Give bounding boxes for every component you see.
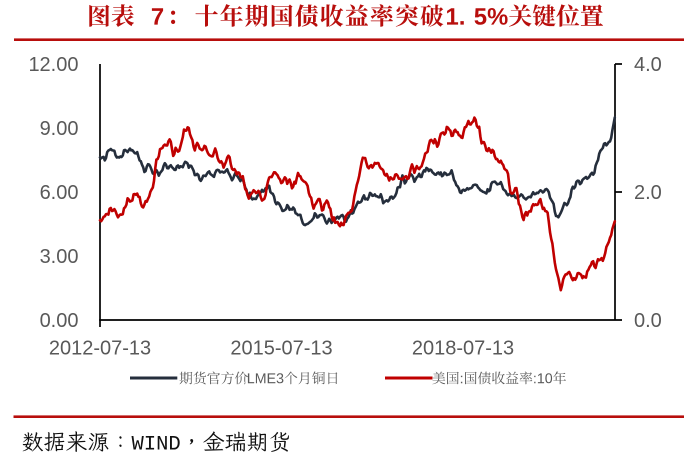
svg-text:0.0: 0.0 xyxy=(634,310,662,332)
svg-text:2012-07-13: 2012-07-13 xyxy=(49,337,151,359)
svg-text:2.0: 2.0 xyxy=(634,182,662,204)
svg-text:3.00: 3.00 xyxy=(40,246,79,268)
svg-text:6.00: 6.00 xyxy=(40,182,79,204)
svg-text:0.00: 0.00 xyxy=(40,310,79,332)
svg-text:4.0: 4.0 xyxy=(634,54,662,76)
svg-text:2018-07-13: 2018-07-13 xyxy=(412,337,514,359)
svg-text:9.00: 9.00 xyxy=(40,118,79,140)
svg-text:12.00: 12.00 xyxy=(28,54,78,76)
svg-text:2015-07-13: 2015-07-13 xyxy=(230,337,332,359)
